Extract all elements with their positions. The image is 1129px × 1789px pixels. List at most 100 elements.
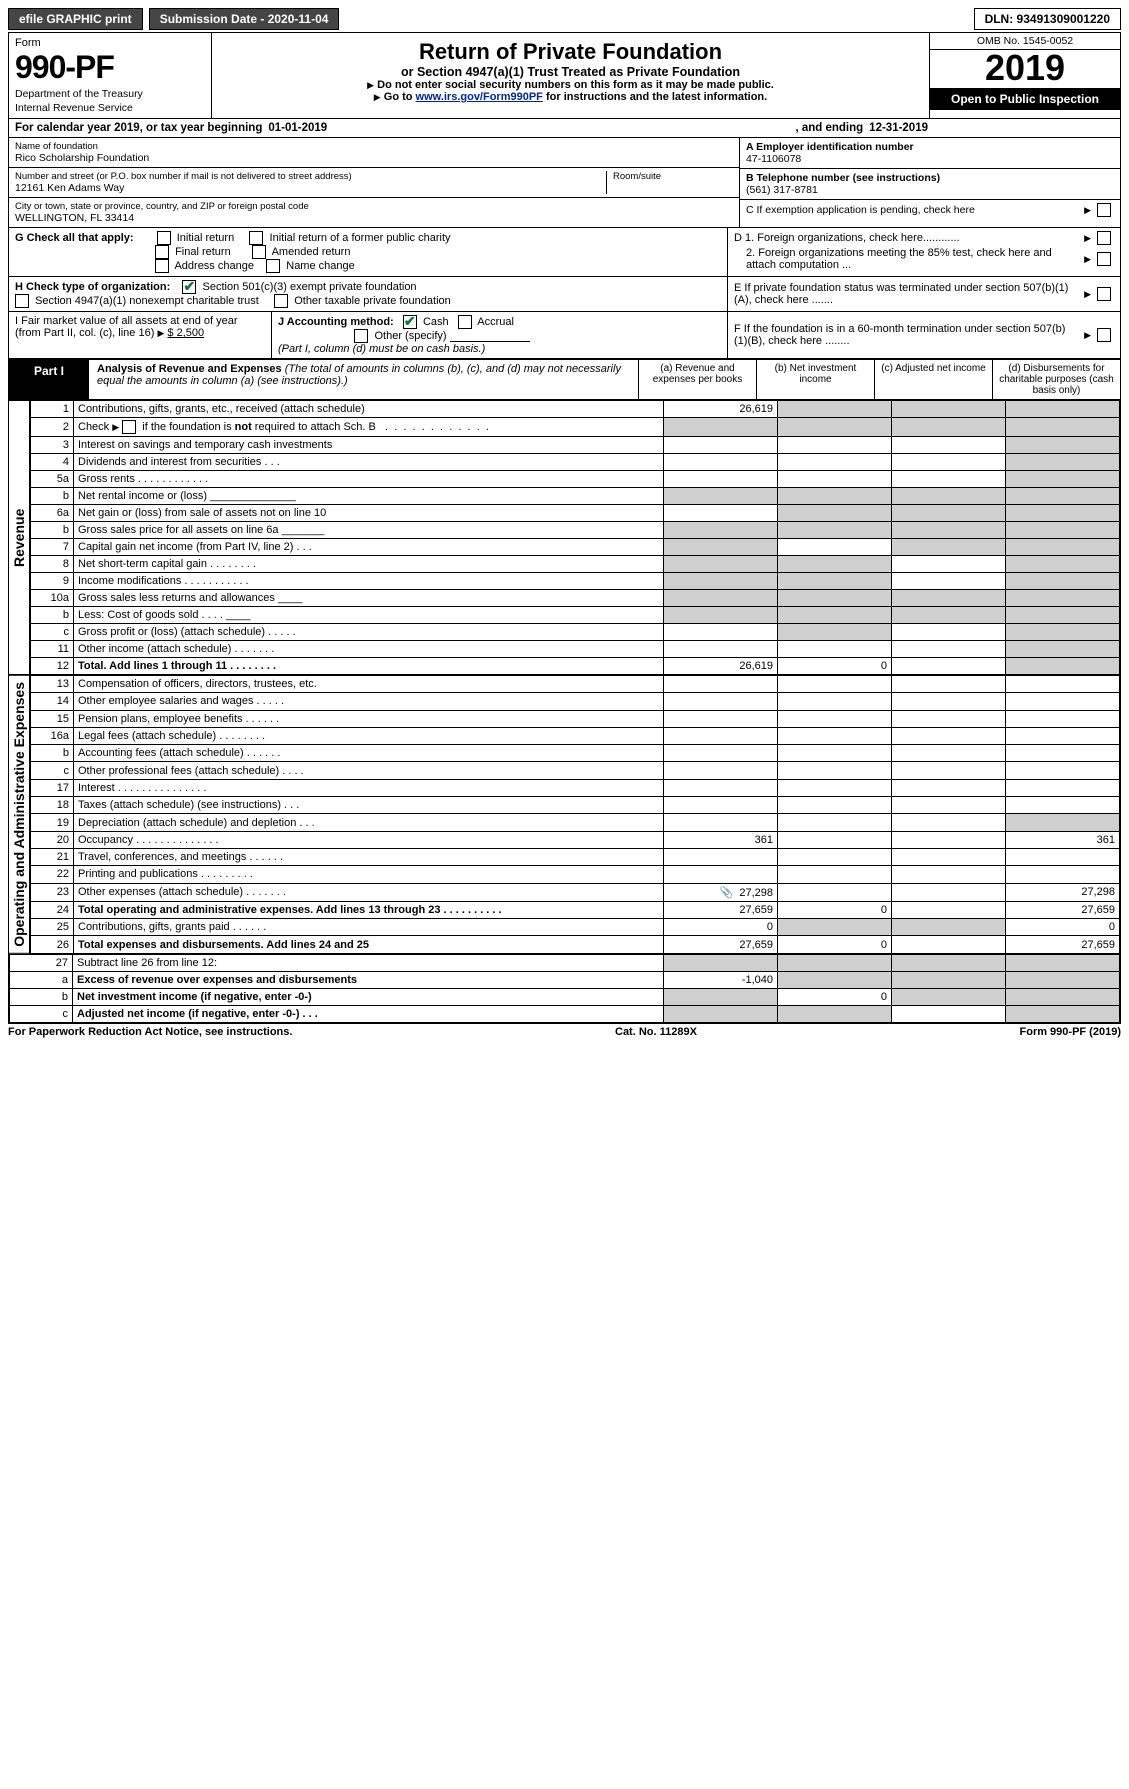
line-desc: Pension plans, employee benefits . . . .… [74, 710, 664, 727]
table-row: 18 Taxes (attach schedule) (see instruct… [31, 797, 1120, 814]
line-desc: Accounting fees (attach schedule) . . . … [74, 745, 664, 762]
g-initial-return-checkbox[interactable] [157, 231, 171, 245]
form-link[interactable]: www.irs.gov/Form990PF [416, 91, 543, 103]
line-desc: Excess of revenue over expenses and disb… [73, 971, 664, 988]
g-amended-checkbox[interactable] [252, 245, 266, 259]
ein-label: A Employer identification number [746, 141, 914, 153]
j-cash-checkbox[interactable] [403, 315, 417, 329]
line-desc: Taxes (attach schedule) (see instruction… [74, 797, 664, 814]
table-row: b Less: Cost of goods sold . . . . ____ [31, 607, 1120, 624]
line-val: 0 [1006, 919, 1120, 936]
line-desc: Net short-term capital gain . . . . . . … [74, 556, 664, 573]
table-row: 25 Contributions, gifts, grants paid . .… [31, 919, 1120, 936]
arrow-icon [1084, 204, 1091, 216]
h-501c3-checkbox[interactable] [182, 280, 196, 294]
line-desc: Gross rents . . . . . . . . . . . . [74, 471, 664, 488]
line-desc: Other professional fees (attach schedule… [74, 762, 664, 779]
line-desc: Less: Cost of goods sold . . . . ____ [74, 607, 664, 624]
open-public-badge: Open to Public Inspection [930, 88, 1120, 110]
line-desc: Contributions, gifts, grants, etc., rece… [74, 401, 664, 418]
j-other-checkbox[interactable] [354, 329, 368, 343]
line-desc: Adjusted net income (if negative, enter … [73, 1005, 664, 1022]
i-label: I Fair market value of all assets at end… [15, 315, 238, 339]
col-d-header: (d) Disbursements for charitable purpose… [993, 360, 1120, 399]
arrow-icon [1084, 288, 1091, 300]
h-opt-2: Section 4947(a)(1) nonexempt charitable … [35, 295, 259, 307]
j-label: J Accounting method: [278, 316, 394, 328]
line-desc: Legal fees (attach schedule) . . . . . .… [74, 727, 664, 744]
tax-year: 2019 [930, 50, 1120, 88]
h-4947-checkbox[interactable] [15, 294, 29, 308]
line-desc: Total expenses and disbursements. Add li… [74, 936, 664, 953]
line-val: 0 [664, 919, 778, 936]
f-checkbox[interactable] [1097, 328, 1111, 342]
line-desc: Printing and publications . . . . . . . … [74, 866, 664, 883]
table-row: 9 Income modifications . . . . . . . . .… [31, 573, 1120, 590]
line-val: 361 [664, 831, 778, 848]
cal-end: 12-31-2019 [869, 122, 928, 134]
g-initial-former-checkbox[interactable] [249, 231, 263, 245]
phone-value: (561) 317-8781 [746, 184, 1114, 196]
table-row: 8 Net short-term capital gain . . . . . … [31, 556, 1120, 573]
line-desc: Net investment income (if negative, ente… [73, 988, 664, 1005]
j-other-blank[interactable] [450, 330, 530, 342]
attachment-icon[interactable] [720, 887, 734, 899]
arrow-icon [1084, 329, 1091, 341]
table-row: b Accounting fees (attach schedule) . . … [31, 745, 1120, 762]
line-desc: Depreciation (attach schedule) and deple… [74, 814, 664, 831]
g-opt-2: Final return [175, 246, 231, 258]
part1-header: Part I Analysis of Revenue and Expenses … [9, 359, 1120, 400]
h-opt-1: Section 501(c)(3) exempt private foundat… [203, 281, 417, 293]
note-goto-pre: Go to [384, 91, 416, 103]
e-checkbox[interactable] [1097, 287, 1111, 301]
table-row: a Excess of revenue over expenses and di… [10, 971, 1120, 988]
g-final-return-checkbox[interactable] [155, 245, 169, 259]
table-row: b Net investment income (if negative, en… [10, 988, 1120, 1005]
table-row: 20 Occupancy . . . . . . . . . . . . . .… [31, 831, 1120, 848]
submission-date-button[interactable]: Submission Date - 2020-11-04 [149, 8, 340, 30]
street-address: 12161 Ken Adams Way [15, 182, 606, 194]
g-name-change-checkbox[interactable] [266, 259, 280, 273]
j-accrual-checkbox[interactable] [458, 315, 472, 329]
line-val: -1,040 [664, 971, 778, 988]
line-desc: Interest on savings and temporary cash i… [74, 437, 664, 454]
line-desc: Income modifications . . . . . . . . . .… [74, 573, 664, 590]
line-val: 0 [778, 988, 892, 1005]
arrow-icon [1084, 253, 1091, 265]
room-label: Room/suite [613, 171, 733, 182]
line-desc: Gross profit or (loss) (attach schedule)… [74, 624, 664, 641]
d2-checkbox[interactable] [1097, 252, 1111, 266]
col-c-header: (c) Adjusted net income [875, 360, 993, 399]
line-desc: Travel, conferences, and meetings . . . … [74, 848, 664, 865]
efile-button[interactable]: efile GRAPHIC print [8, 8, 143, 30]
d1-checkbox[interactable] [1097, 231, 1111, 245]
city-state-zip: WELLINGTON, FL 33414 [15, 212, 733, 224]
c-checkbox[interactable] [1097, 203, 1111, 217]
note-no-ssn: Do not enter social security numbers on … [377, 79, 774, 91]
cal-mid: , and ending [795, 122, 863, 134]
line-desc: Total. Add lines 1 through 11 . . . . . … [74, 658, 664, 675]
g-address-change-checkbox[interactable] [155, 259, 169, 273]
expenses-section: Operating and Administrative Expenses 13… [9, 675, 1120, 954]
table-row: 7 Capital gain net income (from Part IV,… [31, 539, 1120, 556]
line-desc: Gross sales less returns and allowances … [74, 590, 664, 607]
name-label: Name of foundation [15, 141, 733, 152]
line-desc: Check if the foundation is not required … [74, 418, 664, 437]
revenue-table: 1 Contributions, gifts, grants, etc., re… [30, 400, 1120, 675]
dept-irs: Internal Revenue Service [15, 102, 205, 114]
c-label: C If exemption application is pending, c… [746, 204, 1078, 216]
line-desc: Capital gain net income (from Part IV, l… [74, 539, 664, 556]
form-frame: Form 990-PF Department of the Treasury I… [8, 32, 1121, 1024]
table-row: 11 Other income (attach schedule) . . . … [31, 641, 1120, 658]
line-val: 26,619 [664, 401, 778, 418]
table-row: 12 Total. Add lines 1 through 11 . . . .… [31, 658, 1120, 675]
line-val: 27,659 [1006, 936, 1120, 953]
arrow-icon [1084, 232, 1091, 244]
table-row: c Gross profit or (loss) (attach schedul… [31, 624, 1120, 641]
table-row: 21 Travel, conferences, and meetings . .… [31, 848, 1120, 865]
schedule-b-checkbox[interactable] [122, 420, 136, 434]
h-other-checkbox[interactable] [274, 294, 288, 308]
addr-label: Number and street (or P.O. box number if… [15, 171, 606, 182]
f-label: F If the foundation is in a 60-month ter… [734, 323, 1078, 347]
j-note: (Part I, column (d) must be on cash basi… [278, 343, 485, 355]
